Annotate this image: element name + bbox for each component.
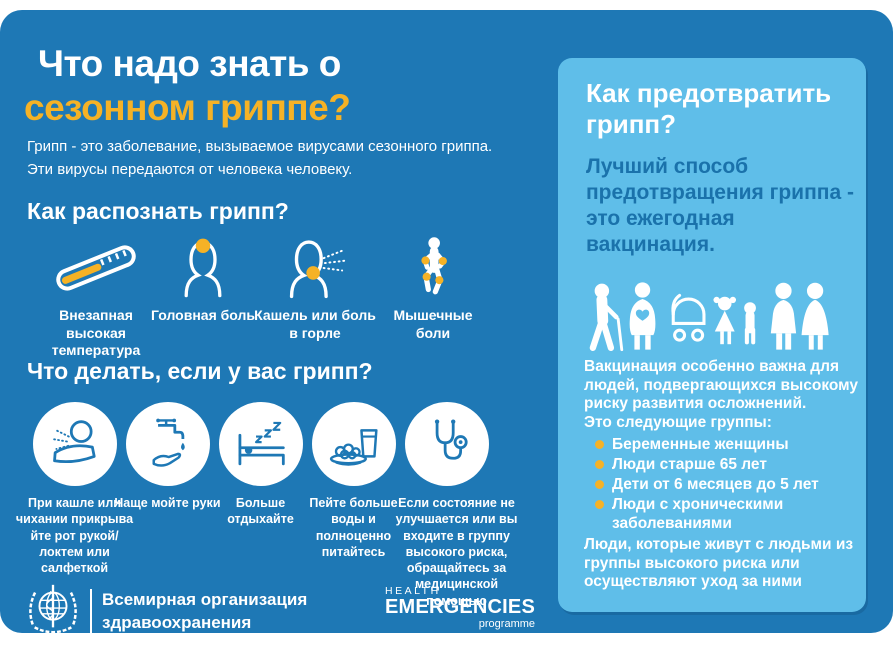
actions-row: При кашле или чихании прикрыва йте рот р… [16, 402, 517, 609]
group-label: Люди с хроническими заболеваниями [612, 496, 784, 532]
group-label: Люди старше 65 лет [612, 456, 767, 474]
intro-text: Грипп - это заболевание, вызываемое виру… [27, 138, 493, 178]
group-label: Дети от 6 месяцев до 5 лет [612, 476, 819, 494]
who-logo-divider [90, 588, 92, 635]
boy-icon [744, 302, 756, 345]
who-emblem-icon [24, 580, 82, 643]
action-drink-eat: Пейте больше воды и полноценно питайтесь [307, 402, 400, 609]
drink-eat-icon [311, 402, 396, 486]
action-label: Пейте больше воды и полноценно питайтесь [309, 496, 398, 559]
bullet-icon [595, 460, 604, 470]
actions-heading: Что делать, если у вас грипп? [27, 358, 373, 384]
symptom-label: Внезапная высокая температура [51, 307, 141, 358]
prevention-heading: Как предотвратить грипп? [586, 78, 832, 139]
bullet-icon [595, 440, 604, 449]
action-label: Чаще мойте руки [114, 496, 221, 510]
stroller-icon [671, 293, 706, 342]
action-label: При кашле или чихании прикрыва йте рот р… [15, 496, 134, 575]
risk-groups-list: Беременные женщины Люди старше 65 лет Де… [595, 436, 819, 535]
risk-groups-people-icons [582, 278, 844, 363]
symptom-headache: Головная боль [150, 236, 256, 325]
bullet-icon [595, 480, 604, 490]
symptom-fever: Внезапная высокая температура [20, 236, 172, 360]
couple-icon [770, 282, 829, 350]
list-item: Дети от 6 месяцев до 5 лет [595, 476, 819, 494]
prevention-panel: Как предотвратить грипп? Лучший способ п… [558, 58, 866, 612]
action-medical-help: Если состояние не улучшается или вы вход… [396, 402, 517, 609]
page-title-line1: Что надо знать о [38, 43, 341, 84]
stethoscope-icon [404, 402, 489, 486]
health-emergencies-line1: HEALTH [385, 585, 441, 597]
bullet-icon [595, 500, 604, 510]
symptom-label: Кашель или боль в горле [254, 307, 376, 341]
action-label: Больше отдыхайте [227, 496, 294, 527]
symptom-label: Головная боль [151, 307, 255, 323]
girl-icon [713, 296, 737, 345]
pregnant-woman-icon [629, 282, 656, 350]
list-item: Люди с хроническими заболеваниями [595, 496, 819, 532]
recognize-heading: Как распознать грипп? [27, 198, 289, 224]
headache-icon [173, 236, 233, 300]
health-emergencies-line2: EMERGENCIES [385, 596, 536, 618]
page-title-line2: сезонном гриппе? [24, 87, 351, 129]
symptom-label: Мышечные боли [393, 307, 473, 341]
symptom-cough-throat: Кашель или боль в горле [252, 236, 378, 342]
health-emergencies-line3: programme [478, 618, 536, 630]
vaccination-important-text: Вакцинация особенно важна для людей, под… [584, 358, 859, 431]
page-title: Что надо знать о сезонном гриппе? [24, 42, 351, 131]
action-cover-cough: При кашле или чихании прикрыва йте рот р… [16, 402, 133, 609]
action-label: Если состояние не улучшается или вы вход… [395, 496, 518, 608]
caregivers-text: Люди, которые живут с людьми из группы в… [584, 536, 854, 591]
thermometer-icon [46, 236, 146, 300]
rest-icon [218, 402, 303, 486]
cough-sore-throat-icon [278, 236, 352, 300]
main-background: Что надо знать о сезонном гриппе? Грипп … [0, 10, 893, 635]
group-label: Беременные женщины [612, 436, 789, 453]
who-logo: Всемирная организация здравоохранения [24, 580, 307, 643]
action-rest: Больше отдыхайте [214, 402, 307, 609]
list-item: Беременные женщины [595, 436, 819, 454]
health-emergencies-logo: HEALTH EMERGENCIES programme [385, 585, 535, 630]
cover-cough-icon [32, 402, 117, 486]
wash-hands-icon [125, 402, 210, 486]
symptom-muscle-pain: Мышечные боли [382, 236, 484, 342]
prevention-subheading: Лучший способ предотвращения гриппа - эт… [586, 155, 854, 257]
muscle-pain-icon [404, 236, 462, 300]
elderly-person-icon [589, 283, 624, 352]
list-item: Люди старше 65 лет [595, 456, 819, 474]
action-wash-hands: Чаще мойте руки [114, 402, 221, 609]
who-name: Всемирная организация здравоохранения [102, 590, 308, 632]
